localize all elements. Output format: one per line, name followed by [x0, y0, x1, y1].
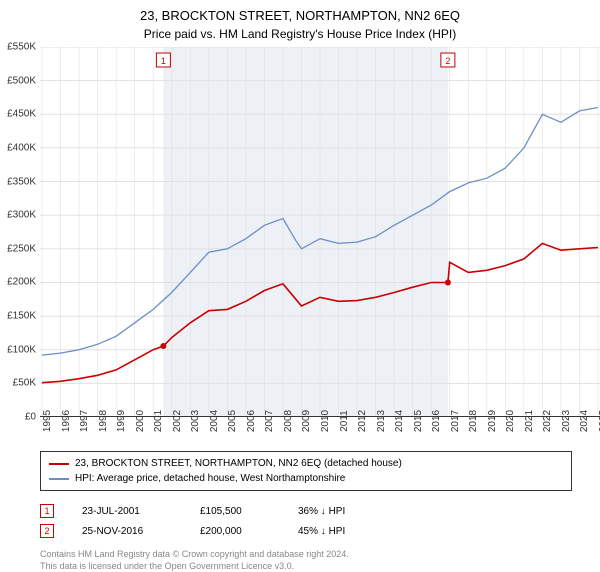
svg-text:1: 1	[161, 56, 166, 66]
marker-hpi: 36% ↓ HPI	[298, 506, 388, 517]
x-tick-label: 2024	[579, 410, 590, 432]
x-tick-label: 2007	[264, 410, 275, 432]
x-tick-label: 2018	[468, 410, 479, 432]
x-tick-label: 2013	[376, 410, 387, 432]
x-tick-label: 2016	[431, 410, 442, 432]
y-tick-label: £400K	[7, 142, 36, 153]
marker-row: 2 25-NOV-2016 £200,000 45% ↓ HPI	[40, 521, 572, 541]
y-tick-label: £250K	[7, 243, 36, 254]
x-tick-label: 2017	[450, 410, 461, 432]
footer-attribution: Contains HM Land Registry data © Crown c…	[40, 549, 572, 572]
x-tick-label: 2010	[320, 410, 331, 432]
x-tick-label: 2011	[339, 410, 350, 432]
marker-row: 1 23-JUL-2001 £105,500 36% ↓ HPI	[40, 501, 572, 521]
marker-date: 25-NOV-2016	[82, 526, 172, 537]
y-tick-label: £200K	[7, 277, 36, 288]
x-tick-label: 1997	[79, 410, 90, 432]
legend-row: 23, BROCKTON STREET, NORTHAMPTON, NN2 6E…	[49, 456, 563, 471]
x-tick-label: 2008	[283, 410, 294, 432]
marker-hpi: 45% ↓ HPI	[298, 526, 388, 537]
y-tick-label: £100K	[7, 344, 36, 355]
x-tick-label: 2001	[153, 410, 164, 432]
x-tick-label: 2000	[135, 410, 146, 432]
x-tick-label: 1996	[61, 410, 72, 432]
y-tick-label: £150K	[7, 311, 36, 322]
legend-row: HPI: Average price, detached house, West…	[49, 471, 563, 486]
legend: 23, BROCKTON STREET, NORTHAMPTON, NN2 6E…	[40, 451, 572, 491]
y-tick-label: £50K	[13, 378, 36, 389]
legend-swatch	[49, 463, 69, 465]
x-tick-label: 1998	[98, 410, 109, 432]
y-tick-label: £0	[25, 412, 36, 423]
x-tick-label: 1995	[42, 410, 53, 432]
x-tick-label: 2003	[190, 410, 201, 432]
y-tick-label: £450K	[7, 109, 36, 120]
x-tick-label: 2005	[227, 410, 238, 432]
chart-subtitle: Price paid vs. HM Land Registry's House …	[0, 23, 600, 47]
chart-area: £0£50K£100K£150K£200K£250K£300K£350K£400…	[40, 47, 600, 417]
svg-text:2: 2	[445, 56, 450, 66]
markers-table: 1 23-JUL-2001 £105,500 36% ↓ HPI 2 25-NOV-201…	[40, 501, 572, 541]
marker-date: 23-JUL-2001	[82, 506, 172, 517]
x-tick-label: 2022	[542, 410, 553, 432]
x-tick-label: 2015	[413, 410, 424, 432]
marker-price: £200,000	[200, 526, 270, 537]
x-tick-label: 2023	[561, 410, 572, 432]
y-tick-label: £300K	[7, 210, 36, 221]
footer-line2: This data is licensed under the Open Gov…	[40, 561, 572, 572]
legend-label: 23, BROCKTON STREET, NORTHAMPTON, NN2 6E…	[75, 458, 402, 469]
x-tick-label: 2021	[524, 410, 535, 432]
x-tick-label: 2009	[301, 410, 312, 432]
marker-price: £105,500	[200, 506, 270, 517]
chart-title: 23, BROCKTON STREET, NORTHAMPTON, NN2 6E…	[0, 0, 600, 23]
x-axis: 1995199619971998199920002001200220032004…	[40, 417, 600, 439]
marker-num-box: 1	[40, 504, 54, 518]
chart-plot: 12	[40, 47, 600, 417]
x-tick-label: 2002	[172, 410, 183, 432]
x-tick-label: 2014	[394, 410, 405, 432]
footer-line1: Contains HM Land Registry data © Crown c…	[40, 549, 572, 561]
x-tick-label: 2012	[357, 410, 368, 432]
x-tick-label: 2004	[209, 410, 220, 432]
x-tick-label: 1999	[116, 410, 127, 432]
legend-swatch	[49, 478, 69, 480]
y-tick-label: £550K	[7, 42, 36, 53]
y-axis: £0£50K£100K£150K£200K£250K£300K£350K£400…	[0, 47, 40, 417]
y-tick-label: £350K	[7, 176, 36, 187]
x-tick-label: 2006	[246, 410, 257, 432]
x-tick-label: 2020	[505, 410, 516, 432]
y-tick-label: £500K	[7, 75, 36, 86]
legend-label: HPI: Average price, detached house, West…	[75, 473, 345, 484]
marker-num-box: 2	[40, 524, 54, 538]
x-tick-label: 2019	[487, 410, 498, 432]
